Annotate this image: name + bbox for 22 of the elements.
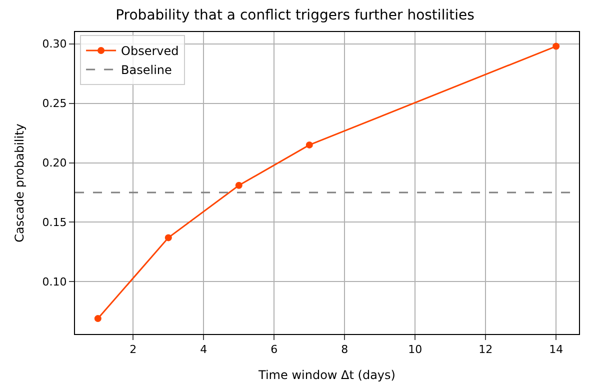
x-tick-label: 6 <box>270 343 278 356</box>
x-tick-label: 14 <box>549 343 564 356</box>
x-tick-label: 12 <box>478 343 493 356</box>
chart-title: Probability that a conflict triggers further hostilities <box>116 8 474 24</box>
legend-label: Baseline <box>121 63 172 78</box>
x-tick-label: 2 <box>130 343 137 356</box>
x-tick-label: 4 <box>200 343 208 356</box>
x-tick-label: 8 <box>341 343 348 356</box>
x-tick-label: 10 <box>408 343 422 356</box>
legend-label: Observed <box>121 44 179 58</box>
point <box>94 315 102 322</box>
point <box>306 141 313 148</box>
y-tick-label: 0.10 <box>42 276 67 289</box>
y-tick-label: 0.20 <box>42 156 67 170</box>
y-tick-label: 0.30 <box>42 38 67 51</box>
y-tick-label: 0.25 <box>42 97 67 110</box>
y-tick-label: 0.15 <box>42 216 67 230</box>
point <box>552 42 560 50</box>
y-axis-title: Cascade probability <box>12 124 27 242</box>
point <box>164 234 172 242</box>
point <box>235 182 242 189</box>
x-axis-title: Time window Δt (days) <box>258 368 396 382</box>
